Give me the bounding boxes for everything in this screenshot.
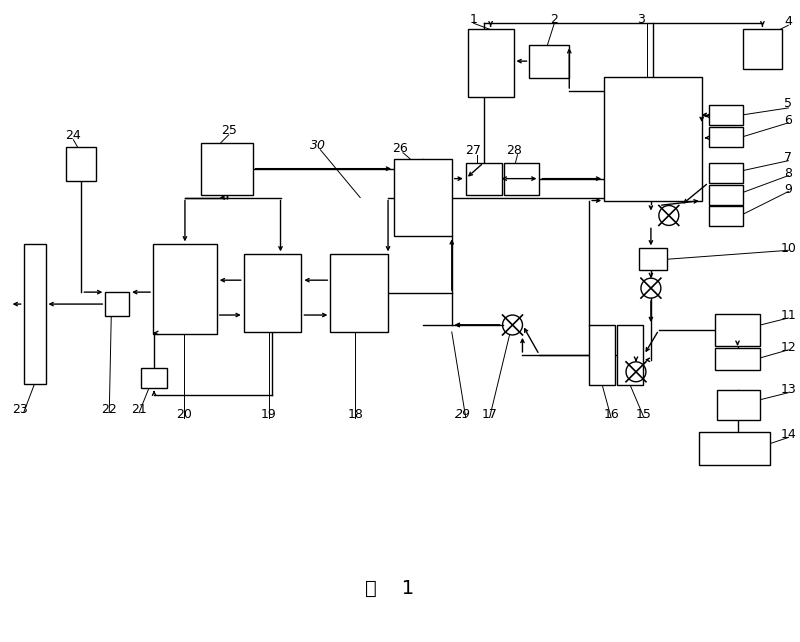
Text: 21: 21 xyxy=(131,403,147,416)
Text: 19: 19 xyxy=(261,408,277,421)
Bar xyxy=(698,431,770,465)
Bar xyxy=(714,348,761,370)
Bar xyxy=(106,292,129,316)
Bar xyxy=(717,390,761,420)
Bar xyxy=(709,105,742,125)
Bar xyxy=(709,162,742,182)
Text: 10: 10 xyxy=(780,242,796,255)
Bar xyxy=(153,245,217,334)
Text: 17: 17 xyxy=(482,408,498,421)
Text: 30: 30 xyxy=(310,139,326,152)
Bar xyxy=(330,254,388,332)
Text: 16: 16 xyxy=(603,408,619,421)
Text: 26: 26 xyxy=(392,143,408,155)
Text: 24: 24 xyxy=(66,129,82,143)
Text: 2: 2 xyxy=(550,13,558,26)
Bar xyxy=(709,185,742,205)
Bar xyxy=(604,77,702,200)
Bar xyxy=(394,159,452,236)
Text: 5: 5 xyxy=(784,98,792,110)
Text: 18: 18 xyxy=(347,408,363,421)
Bar xyxy=(24,245,46,384)
Text: 图    1: 图 1 xyxy=(366,579,414,598)
Text: 11: 11 xyxy=(781,309,796,322)
Bar xyxy=(709,207,742,227)
Bar xyxy=(714,314,761,346)
Text: 27: 27 xyxy=(465,144,481,157)
Text: 29: 29 xyxy=(454,408,470,421)
Text: 1: 1 xyxy=(470,13,478,26)
Bar xyxy=(709,127,742,147)
Text: 6: 6 xyxy=(784,114,792,127)
Text: 15: 15 xyxy=(636,408,652,421)
Bar xyxy=(466,162,502,195)
Bar xyxy=(617,325,643,385)
Text: 22: 22 xyxy=(102,403,117,416)
Bar xyxy=(742,30,782,69)
Text: 20: 20 xyxy=(176,408,192,421)
Bar xyxy=(141,368,167,388)
Bar xyxy=(589,325,615,385)
Text: 8: 8 xyxy=(784,167,792,180)
Text: 4: 4 xyxy=(784,15,792,28)
Text: 12: 12 xyxy=(781,342,796,354)
Bar xyxy=(244,254,302,332)
Bar xyxy=(66,147,96,180)
Text: 28: 28 xyxy=(506,144,522,157)
Bar xyxy=(201,143,253,195)
Text: 7: 7 xyxy=(784,152,792,164)
Text: 13: 13 xyxy=(781,383,796,396)
Text: 3: 3 xyxy=(637,13,645,26)
Text: 25: 25 xyxy=(221,125,237,137)
Text: 23: 23 xyxy=(12,403,27,416)
Bar xyxy=(530,45,570,78)
Bar xyxy=(639,248,667,270)
Text: 14: 14 xyxy=(781,428,796,441)
Text: 9: 9 xyxy=(784,183,792,196)
Bar xyxy=(468,30,514,97)
Bar xyxy=(503,162,539,195)
